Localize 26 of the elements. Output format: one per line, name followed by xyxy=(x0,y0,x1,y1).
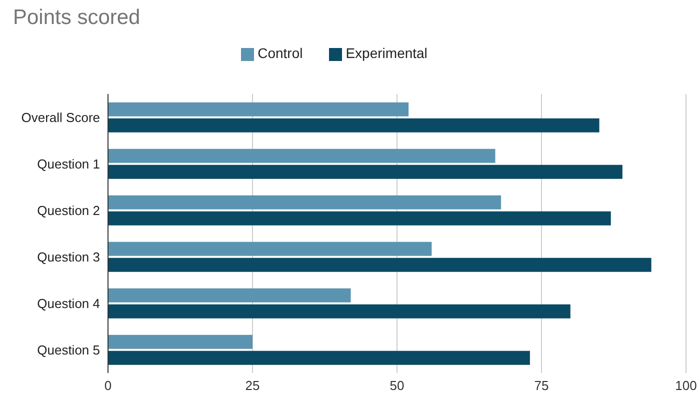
legend-label: Control xyxy=(258,45,303,61)
bar xyxy=(108,304,570,318)
legend-label: Experimental xyxy=(346,45,428,61)
bar xyxy=(108,102,409,116)
y-tick-label: Overall Score xyxy=(21,110,100,125)
y-tick-label: Question 3 xyxy=(37,249,100,264)
x-tick-label: 0 xyxy=(104,378,112,394)
bar xyxy=(108,148,496,163)
x-tick-label: 75 xyxy=(534,378,549,394)
x-tick-label: 100 xyxy=(675,378,697,394)
bar xyxy=(108,288,351,302)
y-tick-label: Question 4 xyxy=(37,296,100,311)
bar xyxy=(108,258,652,272)
bar xyxy=(108,242,432,256)
bar xyxy=(108,195,502,210)
y-tick-label: Question 2 xyxy=(37,202,100,218)
x-tick-label: 50 xyxy=(390,378,404,394)
x-tick-label: 25 xyxy=(245,378,260,394)
bar xyxy=(108,118,600,132)
y-tick-label: Question 5 xyxy=(37,342,100,358)
bar xyxy=(108,350,530,365)
bar xyxy=(108,211,611,226)
bar xyxy=(108,334,252,349)
y-tick-label: Question 1 xyxy=(37,156,100,172)
bar xyxy=(108,164,622,179)
chart-title: Points scored xyxy=(13,6,140,30)
